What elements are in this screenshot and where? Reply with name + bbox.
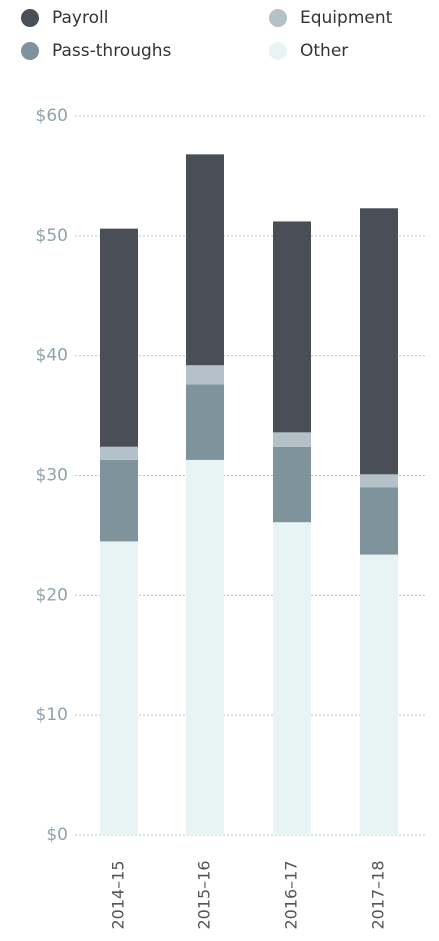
bar-segment	[186, 154, 224, 366]
legend-label: Pass-throughs	[52, 41, 172, 61]
bar-segment	[186, 459, 224, 835]
legend-swatch	[21, 9, 39, 27]
bar-segment	[273, 522, 311, 835]
bar-segment	[360, 554, 398, 835]
bar-segment	[100, 446, 138, 460]
y-tick-label: $50	[36, 226, 68, 246]
x-tick-label: 2014–15	[109, 860, 128, 929]
bar-segment	[360, 474, 398, 488]
y-tick-label: $20	[36, 585, 68, 605]
bar-segment	[100, 228, 138, 447]
bar-segment	[360, 487, 398, 555]
legend-label: Equipment	[300, 8, 393, 28]
legend-swatch	[269, 42, 287, 60]
y-tick-label: $40	[36, 346, 68, 366]
y-tick-label: $60	[36, 106, 68, 126]
bar-segment	[360, 208, 398, 475]
x-tick-label: 2017–18	[369, 860, 388, 929]
bar-segment	[186, 365, 224, 385]
bar-segment	[273, 432, 311, 447]
legend-swatch	[21, 42, 39, 60]
y-tick-label: $0	[46, 825, 68, 845]
bar-segment	[100, 459, 138, 542]
y-tick-label: $30	[36, 466, 68, 486]
bar-segment	[273, 446, 311, 523]
legend-swatch	[269, 9, 287, 27]
y-tick-label: $10	[36, 705, 68, 725]
legend-label: Payroll	[52, 8, 108, 28]
bar-segment	[100, 541, 138, 835]
legend-label: Other	[300, 41, 348, 61]
bar-segment	[186, 384, 224, 460]
x-tick-label: 2016–17	[282, 860, 301, 929]
x-tick-label: 2015–16	[195, 860, 214, 929]
bar-segment	[273, 221, 311, 433]
